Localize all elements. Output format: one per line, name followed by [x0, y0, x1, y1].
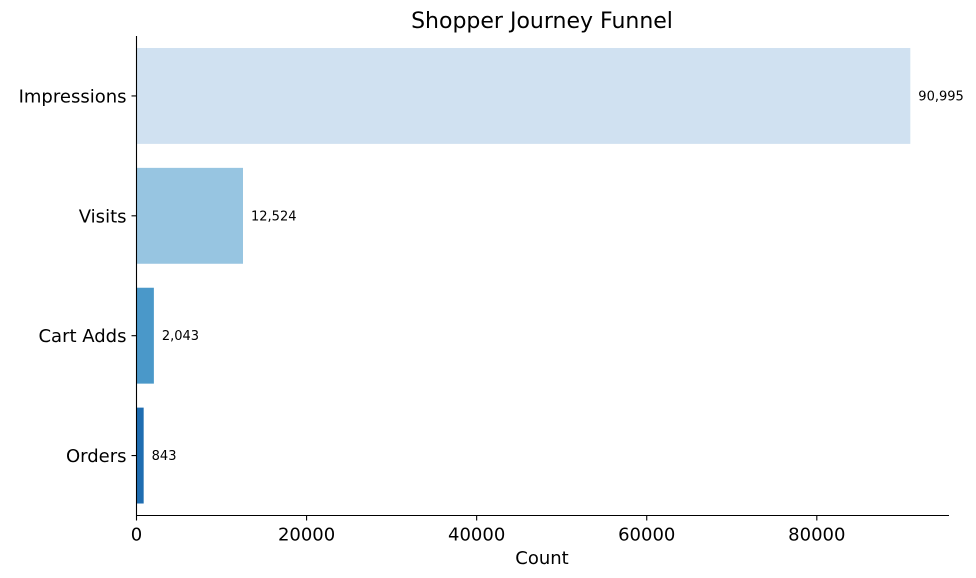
y-tick-label-cart-adds: Cart Adds — [38, 326, 126, 347]
y-tick-label-visits: Visits — [79, 206, 127, 227]
x-tick-label-0: 0 — [131, 525, 142, 546]
x-tick-label-60000: 60000 — [618, 525, 675, 546]
chart-title: Shopper Journey Funnel — [411, 9, 673, 34]
y-tick-label-impressions: Impressions — [19, 86, 127, 107]
y-tick-labels: Impressions Visits Cart Adds Orders — [19, 86, 137, 467]
y-tick-label-orders: Orders — [66, 446, 127, 467]
bars-group: 90,995 12,524 2,043 843 — [136, 47, 964, 504]
x-tick-label-80000: 80000 — [788, 525, 845, 546]
bar-orders — [136, 407, 144, 504]
x-axis-label: Count — [515, 548, 568, 569]
data-label-visits: 12,524 — [251, 209, 297, 224]
data-label-cart-adds: 2,043 — [162, 329, 199, 344]
x-tick-label-20000: 20000 — [278, 525, 335, 546]
bar-cart-adds — [136, 287, 154, 384]
data-label-impressions: 90,995 — [918, 89, 964, 104]
x-ticks: 0 20000 40000 60000 80000 — [131, 515, 845, 546]
bar-impressions — [136, 47, 911, 144]
data-label-orders: 843 — [152, 449, 177, 464]
bar-visits — [136, 167, 244, 264]
x-tick-label-40000: 40000 — [448, 525, 505, 546]
